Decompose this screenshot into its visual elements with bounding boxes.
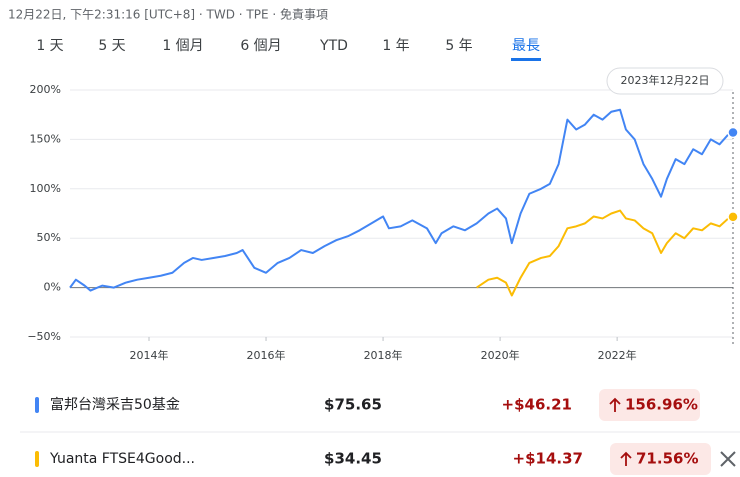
series-swatch: [35, 451, 39, 467]
end-dot: [727, 211, 739, 223]
change-pct: 71.56%: [636, 450, 698, 468]
range-tab[interactable]: 1 年: [382, 38, 409, 54]
series-line: [69, 108, 734, 292]
status-line: 12月22日, 下午2:31:16 [UTC+8] · TWD · TPE · …: [8, 7, 328, 22]
price: $75.65: [324, 396, 382, 414]
arrow-up-icon: [620, 451, 632, 466]
fund-name[interactable]: Yuanta FTSE4Good...: [49, 451, 195, 467]
range-tabs: 1 天 5 天 1 個月 6 個月 YTD 1 年 5 年 最長: [36, 38, 541, 61]
x-tick-label: 2022年: [598, 348, 637, 362]
change-pct-badge: [599, 389, 700, 421]
x-tick-label: 2020年: [481, 348, 520, 362]
range-tab[interactable]: 5 年: [445, 38, 472, 54]
tooltip-box: [606, 67, 724, 95]
range-tab[interactable]: 最長: [512, 38, 540, 54]
range-tab[interactable]: 6 個月: [240, 38, 281, 54]
legend-table: 富邦台灣采吉50基金 $75.65 +$46.21 156.96% Yuanta FTS…: [20, 389, 740, 475]
x-tick-label: 2016年: [247, 348, 286, 362]
change-pct-badge: [610, 443, 711, 475]
range-tab[interactable]: YTD: [319, 38, 348, 54]
y-tick-label: 200%: [30, 83, 61, 96]
remove-button[interactable]: [720, 451, 736, 467]
tab-underline: [511, 58, 541, 61]
change-pct: 156.96%: [625, 396, 698, 414]
series-swatch: [35, 397, 39, 413]
y-tick-label: 150%: [30, 132, 61, 145]
y-tick-label: 0%: [44, 281, 61, 294]
change: +$14.37: [513, 450, 583, 468]
end-dot: [727, 126, 739, 139]
range-tab[interactable]: 5 天: [98, 38, 125, 54]
tooltip-date: 2023年12月22日: [621, 73, 710, 87]
range-tab[interactable]: 1 天: [36, 38, 63, 54]
y-tick-label: 100%: [30, 182, 61, 195]
change: +$46.21: [502, 396, 572, 414]
range-tab[interactable]: 1 個月: [162, 38, 203, 54]
series-line: [476, 209, 734, 297]
price: $34.45: [324, 450, 382, 468]
y-tick-label: 50%: [37, 231, 61, 244]
fund-name[interactable]: 富邦台灣采吉50基金: [50, 396, 180, 413]
arrow-up-icon: [609, 397, 621, 412]
x-tick-label: 2014年: [129, 348, 168, 362]
chart: −50% 0% 50% 100% 150% 200% 2014年 2016年 2018年 2020…: [27, 67, 739, 362]
y-tick-label: −50%: [27, 330, 61, 343]
x-tick-label: 2018年: [364, 348, 403, 362]
